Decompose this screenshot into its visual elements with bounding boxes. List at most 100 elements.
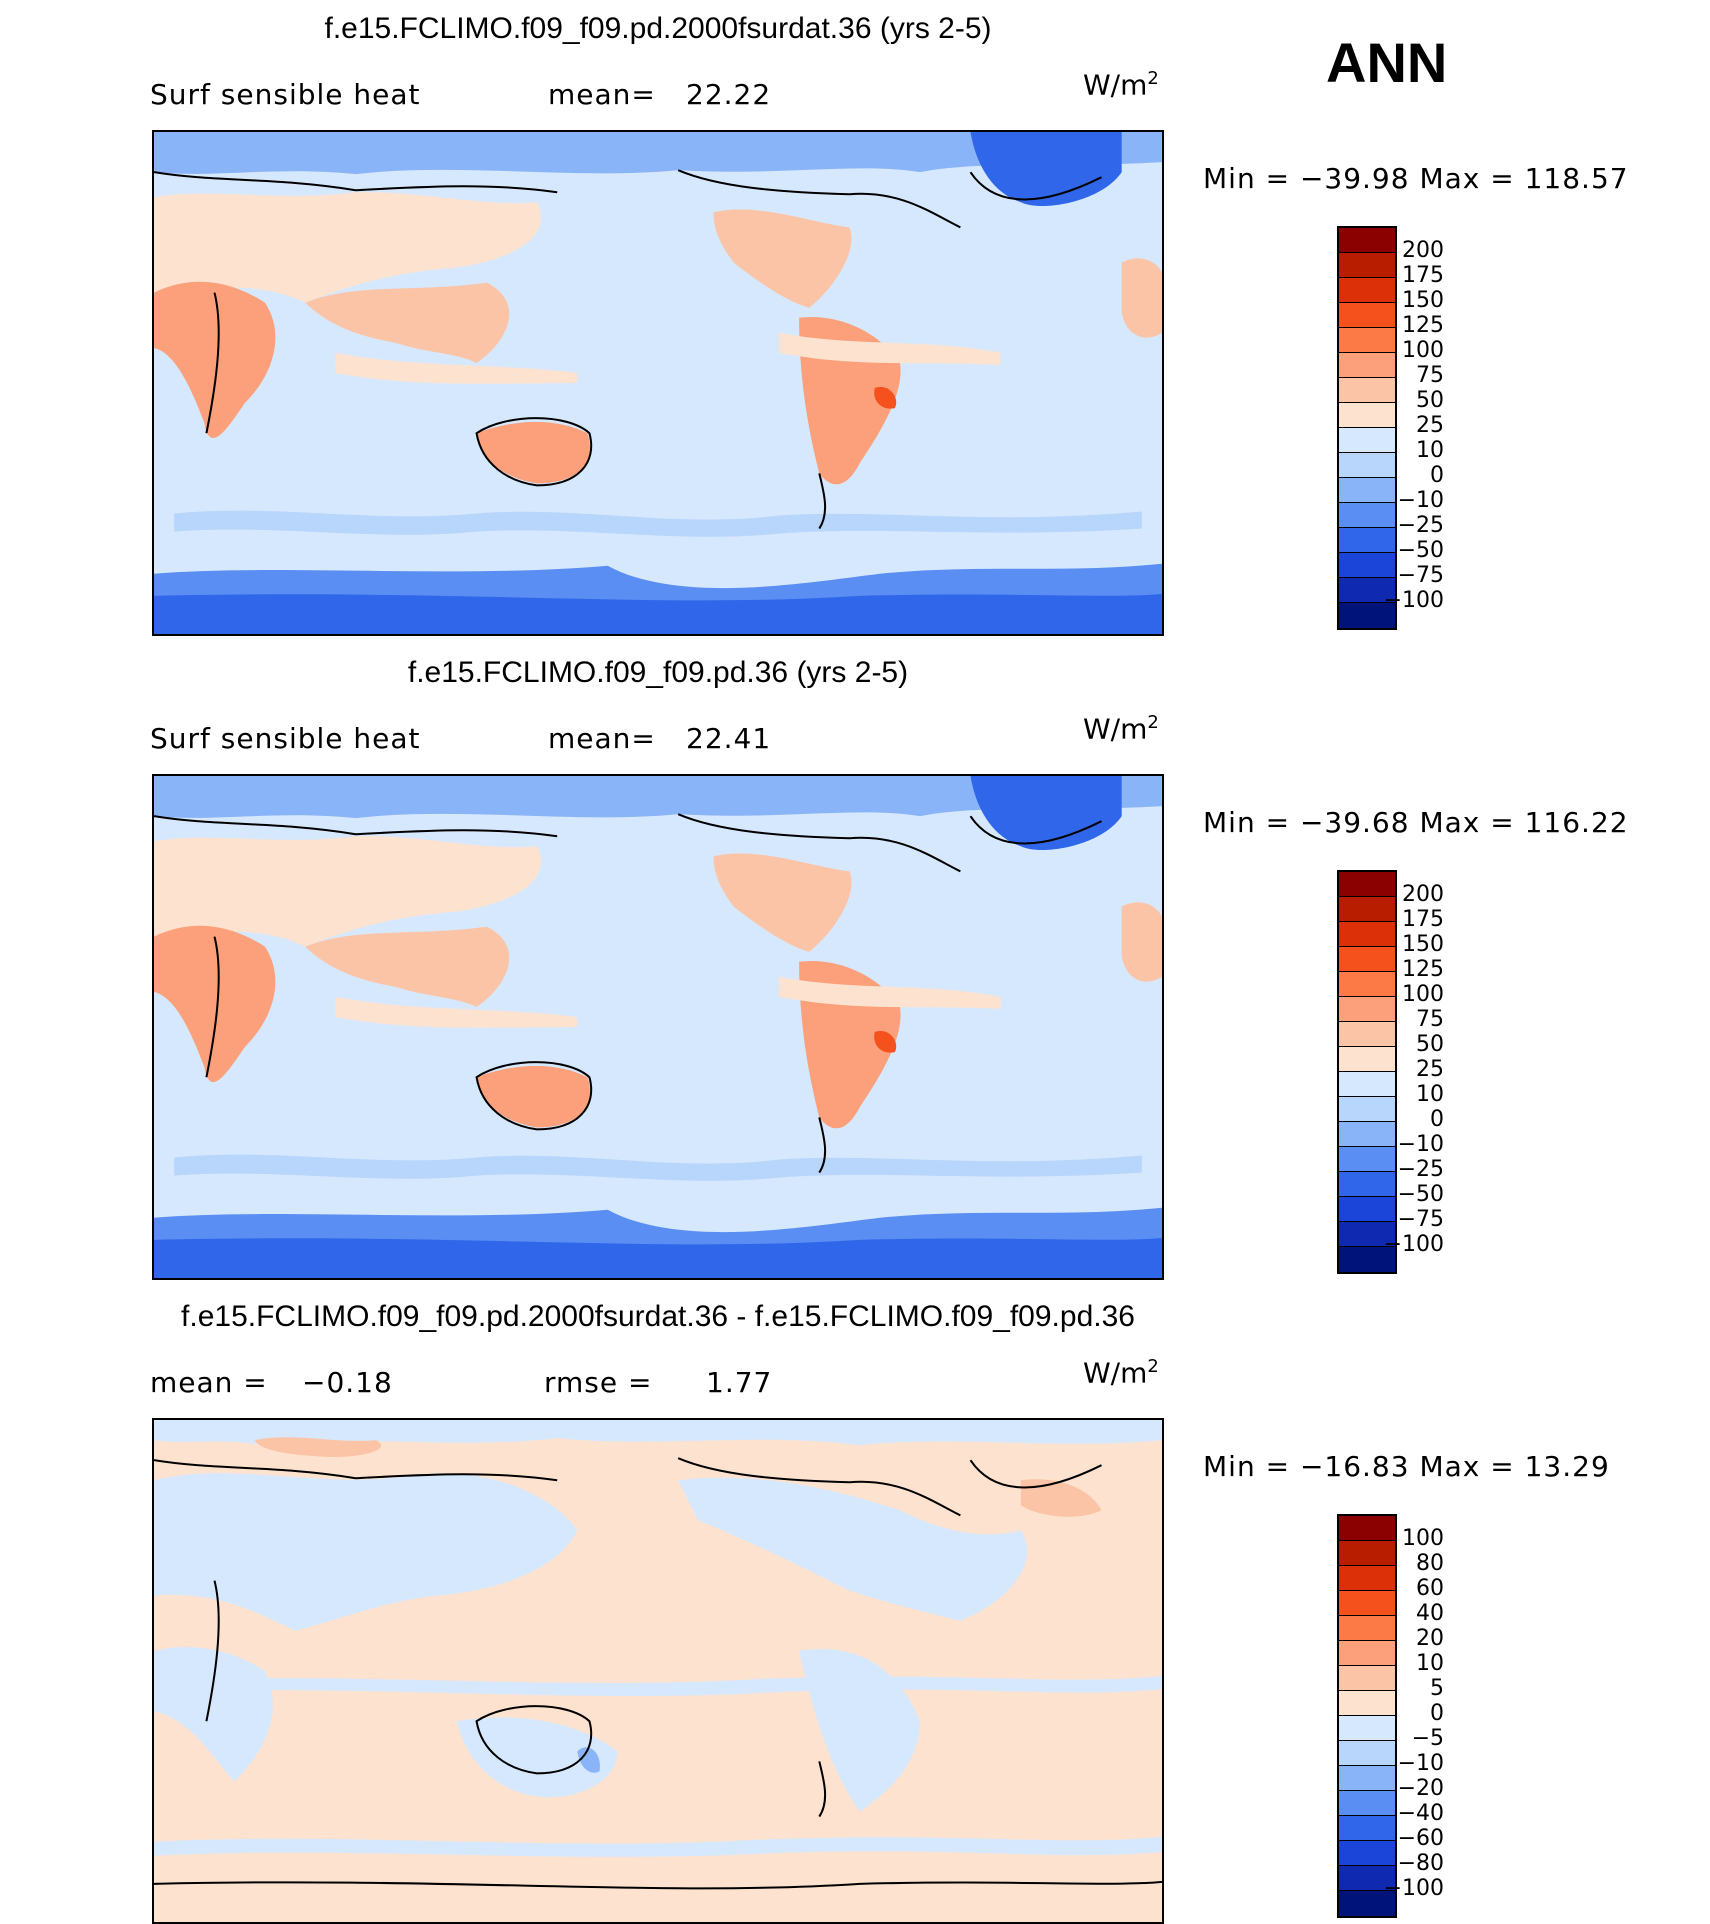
colorbar-1: [1337, 226, 1397, 630]
panel2-minmax: Min = −39.68 Max = 116.22: [1203, 806, 1629, 839]
panel2-variable-label: Surf sensible heat: [150, 722, 421, 755]
colorbar-3-swatch: [1339, 1641, 1395, 1666]
colorbar-3-swatch: [1339, 1591, 1395, 1616]
colorbar-3-tick-label: −10: [1397, 1751, 1444, 1776]
colorbar-3-swatch: [1339, 1666, 1395, 1691]
colorbar-1-swatch: [1339, 528, 1395, 553]
colorbar-2-tick-label: −10: [1397, 1132, 1444, 1157]
colorbar-2-tick-label: −100: [1383, 1232, 1444, 1257]
colorbar-1-tick-label: −10: [1397, 488, 1444, 513]
colorbar-2-tick-label: −50: [1397, 1182, 1444, 1207]
panel3-mean-value: −0.18: [302, 1366, 393, 1399]
colorbar-3-swatch: [1339, 1516, 1395, 1541]
colorbar-2-swatch: [1339, 947, 1395, 972]
colorbar-1-swatch: [1339, 553, 1395, 578]
colorbar-3-tick-label: 40: [1416, 1601, 1444, 1626]
colorbar-1-tick-label: 200: [1402, 238, 1444, 263]
colorbar-3-swatch: [1339, 1866, 1395, 1891]
panel2-units: W/m2: [1083, 712, 1159, 746]
panel2-map: [152, 774, 1164, 1280]
colorbar-2-swatch: [1339, 1097, 1395, 1122]
panel1-mean-value: 22.22: [686, 78, 772, 111]
colorbar-2-swatch: [1339, 1247, 1395, 1272]
colorbar-3-tick-label: 80: [1416, 1551, 1444, 1576]
colorbar-3-tick-label: −100: [1383, 1876, 1444, 1901]
colorbar-1-swatch: [1339, 578, 1395, 603]
colorbar-2-swatch: [1339, 1222, 1395, 1247]
colorbar-3-swatch: [1339, 1541, 1395, 1566]
season-label: ANN: [1326, 31, 1448, 94]
panel2-title: f.e15.FCLIMO.f09_f09.pd.36 (yrs 2-5): [407, 656, 909, 689]
panel3-mean-label: mean =: [150, 1366, 268, 1399]
colorbar-2-swatch: [1339, 972, 1395, 997]
panel3-map-svg: [154, 1420, 1162, 1922]
panel2-mean-value: 22.41: [686, 722, 772, 755]
colorbar-1-swatch: [1339, 503, 1395, 528]
colorbar-3-tick-label: −20: [1397, 1776, 1444, 1801]
colorbar-1-tick-label: 75: [1416, 363, 1444, 388]
colorbar-3-tick-label: −60: [1397, 1826, 1444, 1851]
panel2-mean-label: mean=: [548, 722, 656, 755]
colorbar-2-tick-label: 175: [1402, 907, 1444, 932]
colorbar-2-tick-label: 200: [1402, 882, 1444, 907]
panel1-units: W/m2: [1083, 68, 1159, 102]
panel1-map: [152, 130, 1164, 636]
colorbar-1-swatch: [1339, 253, 1395, 278]
colorbar-2-tick-label: 10: [1416, 1082, 1444, 1107]
colorbar-1-tick-label: 100: [1402, 338, 1444, 363]
colorbar-2-swatch: [1339, 997, 1395, 1022]
colorbar-1-tick-label: −50: [1397, 538, 1444, 563]
colorbar-3-swatch: [1339, 1816, 1395, 1841]
colorbar-1-tick-label: 175: [1402, 263, 1444, 288]
colorbar-2-swatch: [1339, 897, 1395, 922]
panel1-minmax: Min = −39.98 Max = 118.57: [1203, 162, 1629, 195]
panel3-rmse-label: rmse =: [544, 1366, 653, 1399]
colorbar-1-swatch: [1339, 228, 1395, 253]
colorbar-1-swatch: [1339, 428, 1395, 453]
colorbar-3-swatch: [1339, 1741, 1395, 1766]
colorbar-2-swatch: [1339, 1197, 1395, 1222]
colorbar-2-tick-label: 0: [1430, 1107, 1444, 1132]
colorbar-3-tick-label: −40: [1397, 1801, 1444, 1826]
colorbar-3-tick-label: 100: [1402, 1526, 1444, 1551]
colorbar-3-swatch: [1339, 1616, 1395, 1641]
colorbar-1-swatch: [1339, 328, 1395, 353]
colorbar-3-tick-label: 5: [1430, 1676, 1444, 1701]
colorbar-3: [1337, 1514, 1397, 1918]
panel1-mean-label: mean=: [548, 78, 656, 111]
colorbar-2-swatch: [1339, 1147, 1395, 1172]
panel3-map: [152, 1418, 1164, 1924]
colorbar-2-tick-label: −25: [1397, 1157, 1444, 1182]
panel3-minmax: Min = −16.83 Max = 13.29: [1203, 1450, 1610, 1483]
colorbar-1-tick-label: 125: [1402, 313, 1444, 338]
colorbar-3-swatch: [1339, 1841, 1395, 1866]
colorbar-3-swatch: [1339, 1791, 1395, 1816]
colorbar-2-swatch: [1339, 1047, 1395, 1072]
colorbar-2-tick-label: 150: [1402, 932, 1444, 957]
panel2-map-svg: [154, 776, 1162, 1278]
colorbar-2-tick-label: 75: [1416, 1007, 1444, 1032]
colorbar-1-swatch: [1339, 403, 1395, 428]
colorbar-1-tick-label: 25: [1416, 413, 1444, 438]
colorbar-2-swatch: [1339, 1022, 1395, 1047]
colorbar-1-tick-label: −75: [1397, 563, 1444, 588]
colorbar-1-swatch: [1339, 303, 1395, 328]
colorbar-3-tick-label: 60: [1416, 1576, 1444, 1601]
panel3-title: f.e15.FCLIMO.f09_f09.pd.2000fsurdat.36 -…: [181, 1300, 1135, 1333]
colorbar-3-swatch: [1339, 1691, 1395, 1716]
panel1-variable-label: Surf sensible heat: [150, 78, 421, 111]
colorbar-3-swatch: [1339, 1766, 1395, 1791]
colorbar-2-swatch: [1339, 872, 1395, 897]
colorbar-2-swatch: [1339, 1122, 1395, 1147]
colorbar-1-swatch: [1339, 478, 1395, 503]
panel1-title: f.e15.FCLIMO.f09_f09.pd.2000fsurdat.36 (…: [324, 12, 992, 45]
colorbar-2-tick-label: 125: [1402, 957, 1444, 982]
colorbar-2-tick-label: −75: [1397, 1207, 1444, 1232]
colorbar-3-swatch: [1339, 1716, 1395, 1741]
colorbar-1-swatch: [1339, 378, 1395, 403]
colorbar-3-tick-label: 0: [1430, 1701, 1444, 1726]
colorbar-1-swatch: [1339, 353, 1395, 378]
colorbar-1-tick-label: 10: [1416, 438, 1444, 463]
colorbar-1-tick-label: −25: [1397, 513, 1444, 538]
colorbar-3-swatch: [1339, 1566, 1395, 1591]
